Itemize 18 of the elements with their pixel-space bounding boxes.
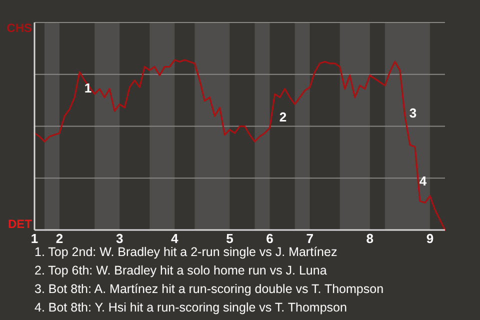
text: 4. Bot 8th: Y. Hsi hit a run-scoring single vs T. Thompson	[34, 300, 347, 314]
text: DET	[8, 217, 33, 232]
x-tick-label: 4	[171, 231, 180, 246]
x-tick-label: 6	[266, 231, 274, 246]
annotation: 2	[279, 110, 287, 125]
annotation: 3	[409, 106, 417, 121]
annotation: 4	[419, 174, 428, 189]
text: CHS	[6, 21, 32, 36]
x-tick-label: 1	[30, 231, 38, 246]
x-tick-label: 9	[426, 231, 434, 246]
text: 3. Bot 8th: A. Martínez hit a run-scoring double vs T. Thompson	[34, 282, 384, 296]
x-tick-label: 2	[56, 231, 64, 246]
x-tick-label: 5	[226, 231, 234, 246]
x-tick-label: 7	[306, 231, 314, 246]
text: 1. Top 2nd: W. Bradley hit a 2-run single vs J. Martínez	[34, 245, 338, 259]
x-tick-label: 3	[116, 231, 124, 246]
text: 2. Top 6th: W. Bradley hit a solo home run vs J. Luna	[34, 264, 327, 278]
x-tick-label: 8	[366, 231, 374, 246]
